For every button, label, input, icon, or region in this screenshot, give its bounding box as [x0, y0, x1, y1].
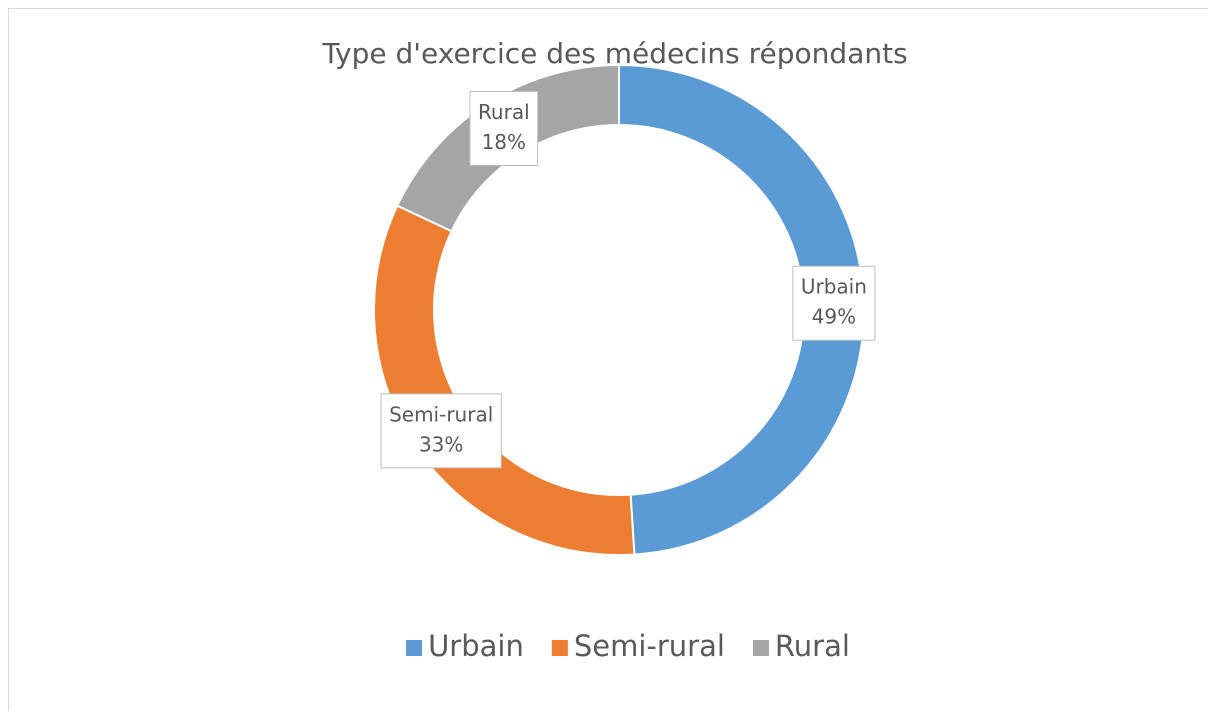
- chart-border: [8, 8, 1208, 711]
- legend-label: Urbain: [428, 629, 524, 663]
- legend-swatch: [406, 640, 423, 656]
- donut-segment: [373, 204, 636, 556]
- data-label: Semi-rural 33%: [380, 393, 502, 469]
- legend-swatch: [752, 640, 769, 656]
- donut-segment: [618, 63, 865, 556]
- legend-swatch: [551, 640, 568, 656]
- data-label-box: [792, 265, 876, 341]
- legend-label: Rural: [775, 629, 850, 663]
- data-label-value: 49%: [812, 305, 856, 329]
- data-label-category: Semi-rural: [389, 402, 493, 426]
- data-label-category: Urbain: [801, 275, 867, 299]
- data-label: Rural 18%: [469, 90, 539, 166]
- data-label-value: 33%: [419, 432, 463, 456]
- data-label-box: [469, 90, 539, 166]
- legend-label: Semi-rural: [574, 629, 725, 663]
- data-label-value: 18%: [482, 130, 526, 154]
- data-label: Urbain 49%: [792, 265, 876, 341]
- data-label-box: [380, 393, 502, 469]
- data-label-category: Rural: [478, 100, 530, 124]
